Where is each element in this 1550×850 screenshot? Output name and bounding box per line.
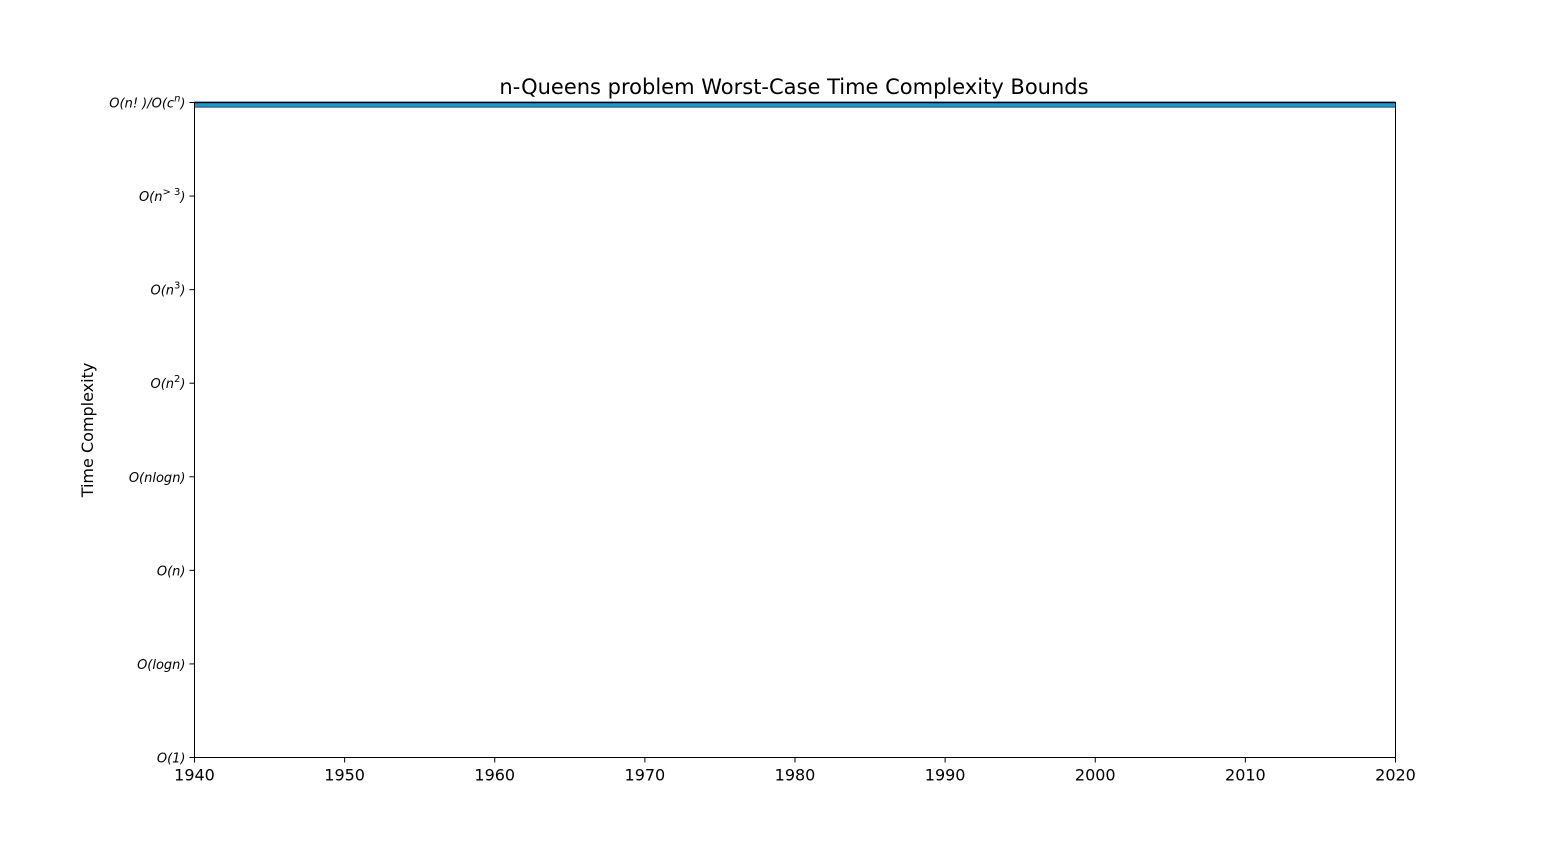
plot-area-frame (194, 102, 1396, 758)
y-tick-label: O(n> 3) (139, 187, 186, 205)
x-tick-label: 2010 (1225, 766, 1266, 785)
y-tick-label: O(n3) (151, 281, 186, 299)
x-tick-label: 1990 (925, 766, 966, 785)
y-tick-label: O(nlogn) (129, 471, 186, 486)
x-tick-label: 1950 (324, 766, 365, 785)
x-axis-ticks: 1940 1950 1960 1970 1980 1990 2000 2010 2020 (174, 757, 1416, 785)
x-tick-label: 1960 (474, 766, 515, 785)
y-tick-label: O(n2) (151, 374, 186, 392)
y-tick-label: O(logn) (137, 658, 185, 673)
x-tick-label: 2000 (1075, 766, 1116, 785)
y-tick-label: O(n) (157, 564, 186, 579)
x-tick-label: 1940 (174, 766, 215, 785)
y-axis-label: Time Complexity (78, 363, 97, 499)
y-axis-ticks: O(1) O(logn) O(n) O(nlogn) O(n2) O(n3) O(n> 3)… (109, 94, 195, 767)
x-tick-label: 1970 (625, 766, 666, 785)
chart-title: n-Queens problem Worst-Case Time Complex… (499, 75, 1088, 99)
y-tick-label: O(n! )/O(cn) (109, 94, 185, 112)
x-tick-label: 2020 (1375, 766, 1416, 785)
y-tick-label: O(1) (157, 752, 186, 767)
series-layer (194, 101, 1396, 108)
x-tick-label: 1980 (775, 766, 816, 785)
